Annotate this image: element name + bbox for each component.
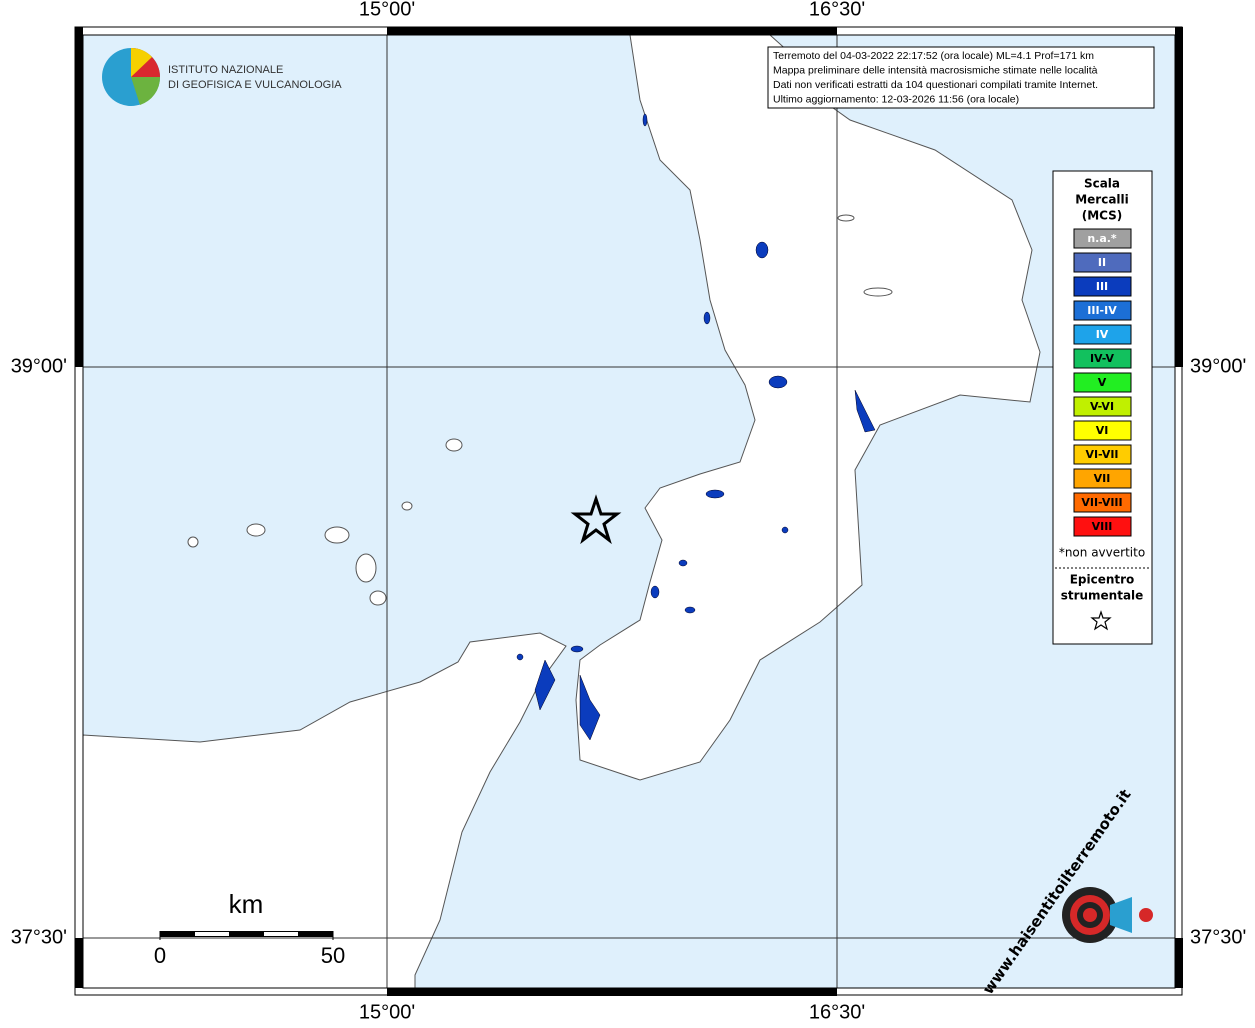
info-text: Terremoto del 04-03-2022 22:17:52 (ora l…: [773, 50, 1098, 106]
legend-swatch: [1073, 372, 1132, 393]
lat-label: 39°00': [1190, 355, 1246, 377]
lon-label: 15°00': [359, 1001, 415, 1023]
legend-label: VIII: [1092, 520, 1113, 533]
islands: [187, 214, 893, 606]
lon-label: 16°30': [809, 1001, 865, 1023]
legend-title: Scala: [1084, 177, 1120, 191]
legend-swatch: [1073, 300, 1132, 321]
lon-label: 15°00': [359, 0, 415, 20]
legend-swatch: [1073, 324, 1132, 345]
legend-label: II: [1098, 256, 1106, 269]
legend-label: V: [1098, 376, 1107, 389]
epicentre: [570, 494, 622, 545]
info-line: Dati non verificati estratti da 104 ques…: [773, 79, 1098, 91]
lat-label: 39°00': [11, 355, 67, 377]
scale-label: 50: [321, 943, 345, 968]
ingv-logo: ISTITUTO NAZIONALE DI GEOFISICA E VULCAN…: [102, 48, 342, 106]
legend-label: V-VI: [1090, 400, 1114, 413]
intensity-areas: [516, 113, 876, 741]
legend-swatch: [1073, 396, 1132, 417]
info-line: Terremoto del 04-03-2022 22:17:52 (ora l…: [773, 50, 1094, 62]
legend-swatch: [1073, 516, 1132, 537]
legend-label: IV: [1096, 328, 1109, 341]
legend-label: III: [1096, 280, 1108, 293]
info-line: Mappa preliminare delle intensità macros…: [773, 64, 1098, 76]
legend-star: [1090, 610, 1112, 631]
lat-label: 37°30': [11, 926, 67, 948]
legend-label: III-IV: [1087, 304, 1117, 317]
lat-label: 37°30': [1190, 926, 1246, 948]
legend-swatch: [1073, 276, 1132, 297]
legend-label: VI: [1096, 424, 1109, 437]
legend-epicentre: Epicentro: [1070, 573, 1135, 587]
legend-swatch: [1073, 252, 1132, 273]
legend-label: IV-V: [1090, 352, 1115, 365]
legend-title: (MCS): [1082, 209, 1123, 223]
legend-label: VII: [1094, 472, 1111, 485]
legend-epicentre: strumentale: [1061, 589, 1144, 603]
lon-label: 16°30': [809, 0, 865, 20]
legend-swatch: [1073, 444, 1132, 465]
info-line: Ultimo aggiornamento: 12-03-2026 11:56 (…: [773, 93, 1019, 105]
graticule: [83, 35, 1175, 988]
scale-unit: km: [229, 889, 264, 919]
legend-swatch: [1073, 468, 1132, 489]
legend-note: *non avvertito: [1059, 546, 1145, 560]
legend-label: VII-VIII: [1081, 496, 1122, 509]
legend: ScalaMercalli(MCS)n.a.*IIIIIIII-IVIVIV-V…: [1055, 177, 1150, 631]
legend-swatch: [1073, 492, 1132, 513]
land: [82, 632, 567, 989]
scale-bar: km 0 50: [154, 889, 345, 968]
legend-swatch: [1073, 228, 1132, 249]
info-box: [767, 46, 1155, 109]
logo-text: DI GEOFISICA E VULCANOLOGIA: [168, 79, 342, 91]
legend-label: n.a.*: [1087, 232, 1117, 245]
legend-label: VI-VII: [1085, 448, 1118, 461]
legend-swatch: [1073, 420, 1132, 441]
legend-title: Mercalli: [1075, 193, 1129, 207]
logo-text: ISTITUTO NAZIONALE: [168, 64, 283, 76]
frame: [74, 26, 1183, 996]
legend-swatch: [1073, 348, 1132, 369]
scale-label: 0: [154, 943, 166, 968]
